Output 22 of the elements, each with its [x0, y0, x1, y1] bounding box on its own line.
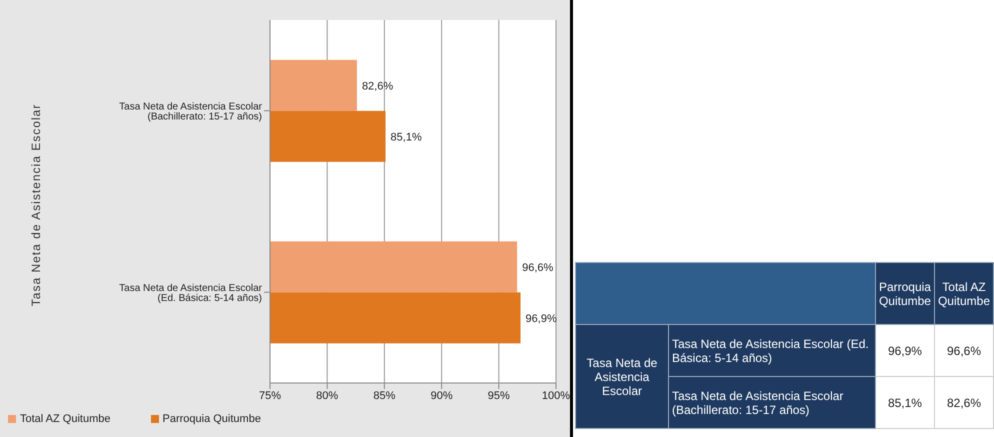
- x-tick-label: 85%: [373, 390, 396, 402]
- text: 82,6%: [934, 376, 994, 428]
- x-tick-label: 75%: [258, 390, 282, 402]
- text: Total AZ Quitumbe: [934, 262, 994, 324]
- data-label: 85,1%: [390, 131, 422, 144]
- x-tick-label: 100%: [542, 390, 570, 402]
- text: Parroquia Quitumbe: [875, 262, 934, 324]
- x-tick-label: 90%: [430, 390, 453, 402]
- x-tick-label: 80%: [316, 390, 338, 402]
- text: Tasa Neta de Asistencia Escolar (Ed. Básica: 5-14 años): [668, 324, 876, 376]
- data-label: 82,6%: [362, 80, 394, 92]
- legend-label: Total AZ Quitumbe: [19, 413, 110, 425]
- data-label: 96,6%: [522, 262, 554, 274]
- text: 96,6%: [934, 324, 994, 376]
- x-tick-label: 95%: [488, 390, 510, 402]
- data-label: 96,9%: [526, 312, 557, 325]
- text: 85,1%: [875, 376, 934, 428]
- y-axis-title: Tasa Neta de Asistencia Escolar: [29, 104, 43, 306]
- text: Tasa Neta de Asistencia Escolar (Bachillerato: 15-17 años): [668, 376, 876, 428]
- text: Tasa Neta de Asistencia Escolar: [576, 324, 668, 428]
- legend-label: Parroquia Quitumbe: [162, 413, 261, 425]
- text: 96,9%: [875, 324, 934, 376]
